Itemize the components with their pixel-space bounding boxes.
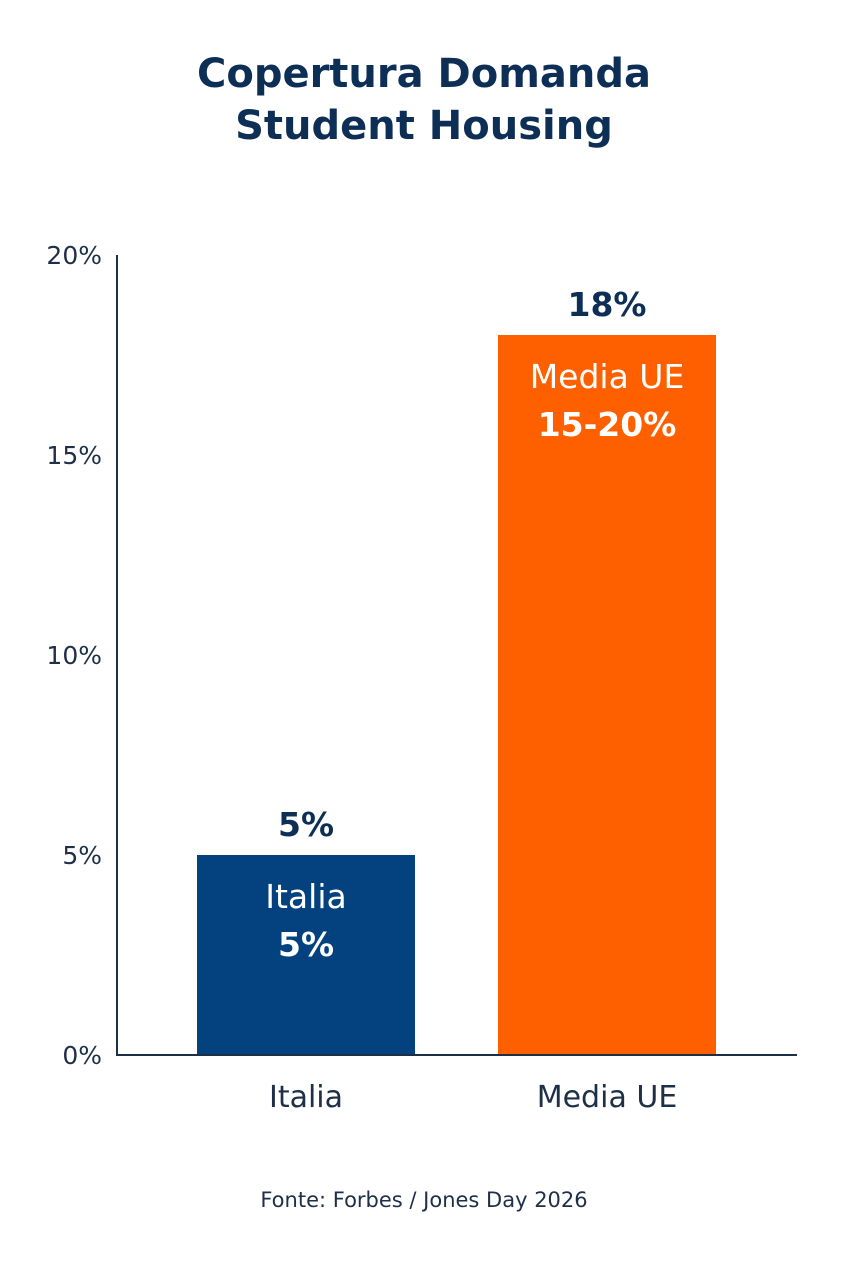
bar-inner-value: 15-20% <box>538 405 677 444</box>
x-tick-label: Media UE <box>537 1080 678 1115</box>
x-tick-label: Italia <box>269 1080 343 1115</box>
bar-inner-name: Media UE <box>530 357 685 396</box>
y-tick-label: 15% <box>46 441 102 470</box>
chart-title-line-1: Copertura Domanda <box>196 51 652 97</box>
y-tick-label: 10% <box>46 641 102 670</box>
bar-media-ue <box>498 335 716 1055</box>
data-label: 18% <box>568 285 647 324</box>
bar-inner-value: 5% <box>278 925 334 964</box>
bar-italia <box>197 855 415 1055</box>
y-tick-label: 0% <box>62 1041 102 1070</box>
y-tick-label: 20% <box>46 241 102 270</box>
data-label: 5% <box>278 805 334 844</box>
source-note: Fonte: Forbes / Jones Day 2026 <box>260 1188 588 1212</box>
bar-inner-name: Italia <box>265 877 346 916</box>
chart-title: Copertura Domanda Student Housing <box>0 48 848 152</box>
y-tick-label: 5% <box>62 841 102 870</box>
chart-title-line-2: Student Housing <box>235 103 613 149</box>
